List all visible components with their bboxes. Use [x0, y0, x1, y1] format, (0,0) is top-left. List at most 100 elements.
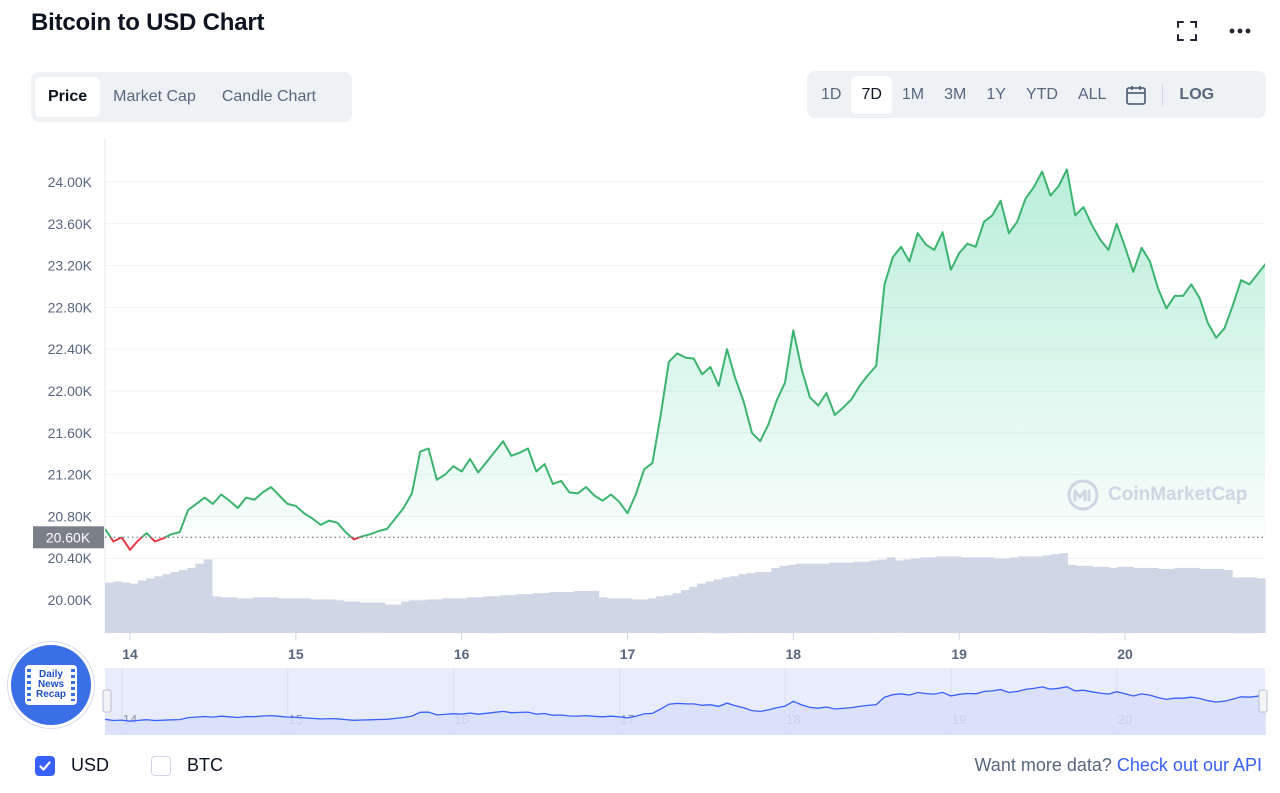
volume-bar — [763, 572, 772, 633]
range-all[interactable]: ALL — [1077, 85, 1107, 103]
volume-bar — [105, 582, 114, 633]
volume-bar — [170, 572, 180, 633]
fullscreen-icon[interactable] — [1174, 18, 1200, 44]
volume-bar — [368, 602, 378, 633]
log-scale-toggle[interactable]: LOG — [1179, 85, 1215, 103]
x-tick-label: 20 — [1117, 646, 1133, 662]
volume-bar — [1215, 569, 1225, 633]
volume-bar — [787, 564, 797, 634]
volume-bar — [261, 597, 271, 633]
volume-bar — [582, 591, 591, 633]
page-title: Bitcoin to USD Chart — [31, 9, 265, 36]
volume-bar — [1034, 556, 1044, 633]
navigator-area — [105, 686, 1266, 735]
volume-bar — [812, 563, 822, 633]
volume-bar — [236, 598, 246, 633]
x-tick-label: 19 — [951, 646, 967, 662]
volume-bar — [631, 599, 641, 633]
watermark-text: CoinMarketCap — [1108, 484, 1248, 505]
tab-market-cap[interactable]: Market Cap — [113, 88, 196, 105]
volume-bar — [853, 561, 863, 633]
range-ytd[interactable]: YTD — [1025, 85, 1058, 103]
volume-bar — [1018, 556, 1027, 633]
calendar-icon[interactable] — [1116, 76, 1156, 114]
volume-bar — [220, 597, 229, 633]
x-tick-label: 16 — [454, 646, 470, 662]
btc-label: BTC — [187, 755, 223, 775]
tab-candle-chart[interactable]: Candle Chart — [221, 88, 317, 105]
volume-bar — [376, 602, 386, 633]
range-3m[interactable]: 3M — [944, 85, 967, 103]
navigator-right-handle[interactable] — [1258, 689, 1268, 713]
volume-bar — [277, 598, 287, 633]
volume-bar — [508, 595, 517, 633]
range-1y[interactable]: 1Y — [986, 85, 1006, 103]
range-1m[interactable]: 1M — [901, 85, 925, 103]
volume-bar — [137, 580, 147, 633]
volume-bar — [1125, 566, 1134, 634]
badge-line-3: Recap — [35, 689, 66, 700]
volume-bar — [927, 557, 937, 633]
daily-news-recap-badge[interactable]: Daily News Recap — [8, 642, 94, 728]
volume-bar — [796, 563, 805, 633]
volume-bar — [335, 600, 345, 633]
volume-bar — [269, 597, 279, 633]
volume-bar — [203, 559, 213, 633]
y-tick-label: 23.60K — [48, 216, 93, 232]
volume-bar — [1010, 557, 1019, 633]
volume-bar — [977, 557, 986, 633]
volume-bar — [409, 600, 419, 633]
volume-bar — [1240, 577, 1250, 634]
range-divider — [1162, 83, 1164, 106]
x-tick-label: 18 — [786, 646, 802, 662]
volume-bar — [384, 604, 394, 633]
navigator-left-handle[interactable] — [102, 689, 112, 713]
more-options-icon[interactable] — [1227, 18, 1253, 44]
tab-price[interactable]: Price — [35, 77, 101, 117]
usd-checkbox[interactable]: USD — [35, 755, 109, 776]
y-tick-label: 21.20K — [48, 467, 93, 483]
volume-bar — [919, 557, 929, 633]
range-7d[interactable]: 7D — [851, 75, 892, 114]
y-tick-label: 20.00K — [48, 592, 93, 608]
volume-bar — [1084, 565, 1093, 633]
volume-bar — [516, 594, 526, 633]
volume-bar — [318, 599, 328, 633]
volume-bar — [730, 576, 739, 633]
volume-bar — [845, 562, 855, 633]
volume-bar — [779, 565, 789, 633]
volume-bar — [524, 594, 534, 633]
volume-bar — [870, 560, 879, 633]
volume-bar — [475, 597, 484, 633]
volume-bar — [722, 577, 731, 634]
volume-bar — [590, 591, 600, 633]
range-1d[interactable]: 1D — [821, 85, 842, 103]
api-link[interactable]: Check out our API — [1116, 755, 1262, 775]
volume-bar — [1075, 565, 1085, 633]
volume-bar — [680, 590, 690, 633]
volume-bar — [911, 558, 920, 633]
volume-bar — [1199, 569, 1208, 633]
volume-bar — [894, 560, 904, 633]
volume-bar — [228, 597, 238, 633]
volume-bar — [327, 599, 336, 633]
checkbox-unchecked-icon[interactable] — [151, 755, 171, 776]
volume-bar — [458, 598, 468, 633]
volume-bar — [360, 602, 369, 633]
coinmarketcap-watermark: CoinMarketCap — [1066, 478, 1247, 512]
price-area-fill — [105, 169, 1265, 538]
volume-bar — [1042, 555, 1052, 633]
volume-bar — [664, 595, 674, 633]
btc-checkbox[interactable]: BTC — [151, 755, 223, 776]
volume-bar — [343, 601, 353, 633]
volume-bar — [656, 596, 665, 634]
y-tick-label: 20.80K — [48, 508, 93, 524]
volume-bar — [804, 563, 814, 633]
volume-bar — [195, 563, 205, 633]
api-promo-text: Want more data? — [974, 755, 1112, 775]
time-range-selector: 1D 7D 1M 3M 1Y YTD ALL LOG — [807, 71, 1266, 118]
volume-bar — [549, 592, 559, 633]
checkbox-checked-icon[interactable] — [35, 755, 55, 776]
film-icon: Daily News Recap — [25, 665, 77, 705]
